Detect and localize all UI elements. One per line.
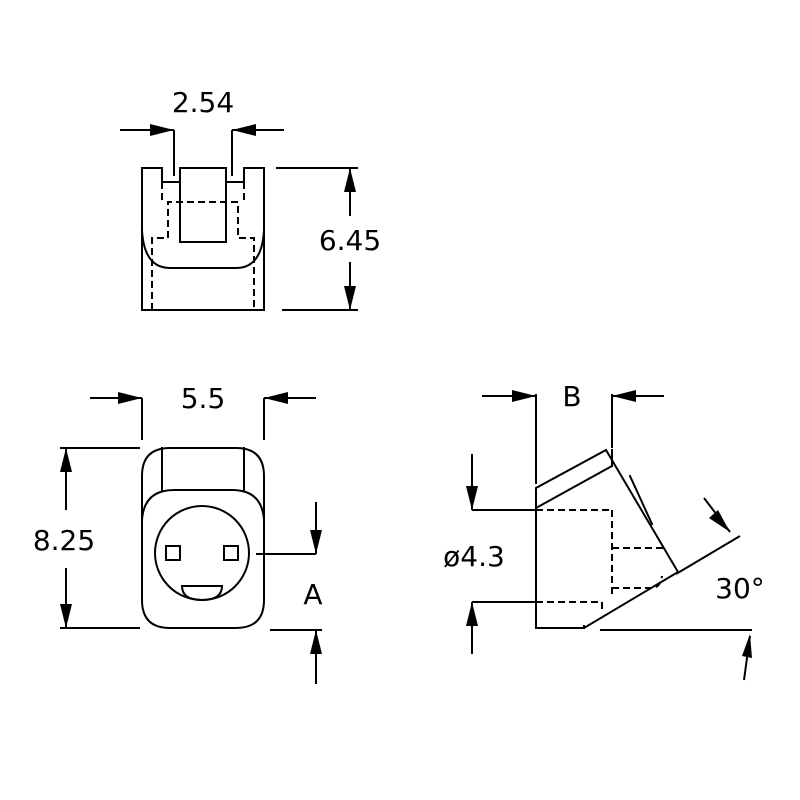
front-view	[140, 447, 266, 629]
reference-a-label: A	[303, 578, 322, 611]
dimension-offset-b-label: B	[562, 380, 581, 413]
dimension-angle-label: 30°	[715, 572, 765, 605]
side-view	[534, 448, 680, 629]
dimension-pitch-label: 2.54	[172, 86, 234, 119]
dimension-width: 5.5	[90, 382, 316, 440]
dimension-length: 8.25	[33, 447, 140, 629]
top-view	[140, 167, 266, 311]
dimension-height: 6.45	[276, 167, 381, 311]
reference-a: A	[256, 502, 323, 684]
dimension-diameter-label: ø4.3	[443, 540, 505, 573]
dimension-angle: 30°	[600, 497, 765, 681]
dimension-length-label: 8.25	[33, 524, 95, 557]
dimension-offset-b: B	[482, 380, 664, 484]
dimension-diameter: ø4.3	[443, 454, 536, 654]
dimension-width-label: 5.5	[181, 382, 226, 415]
dimension-height-label: 6.45	[319, 224, 381, 257]
dimension-pitch: 2.54	[120, 86, 284, 176]
